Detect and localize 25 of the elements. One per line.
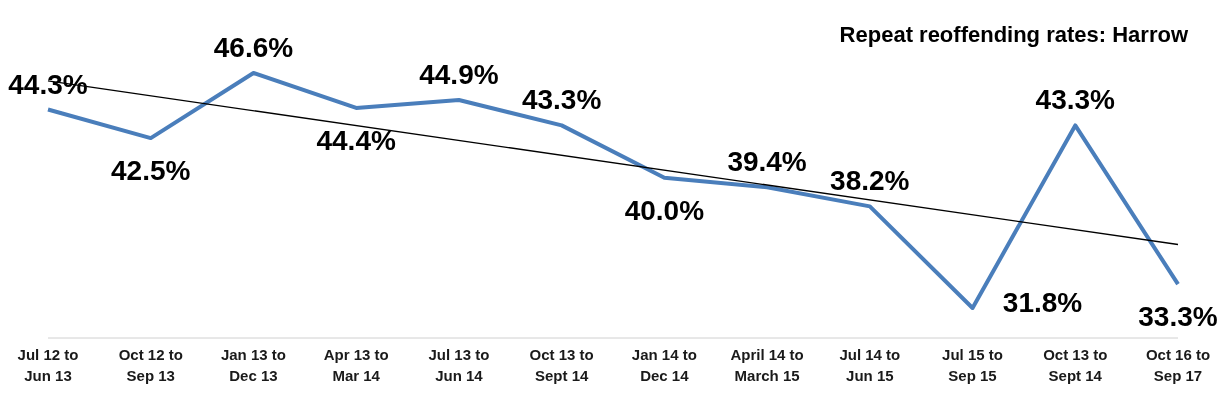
data-label: 40.0% <box>624 194 705 226</box>
x-tick-label: Oct 13 to Sept 14 <box>1043 346 1108 384</box>
data-label: 33.3% <box>1138 301 1218 333</box>
x-tick-label: Jul 12 to Jun 13 <box>17 346 79 384</box>
x-tick-label: Jul 15 to Sep 15 <box>942 346 1003 384</box>
x-tick-label: Oct 13 to Sept 14 <box>529 346 594 384</box>
x-tick-label: Jul 14 to Jun 15 <box>839 346 901 384</box>
data-label: 42.5% <box>111 155 191 187</box>
data-label: 31.8% <box>1002 287 1083 318</box>
x-tick-label: Jan 14 to Dec 14 <box>631 346 697 384</box>
chart-title: Repeat reoffending rates: Harrow <box>839 22 1188 48</box>
data-label: 44.9% <box>419 58 499 90</box>
x-tick-label: Apr 13 to Mar 14 <box>323 346 389 384</box>
x-tick-label: Jul 13 to Jun 14 <box>428 346 490 384</box>
data-label: 38.2% <box>830 165 910 197</box>
x-tick-label: Oct 16 to Sep 17 <box>1145 346 1211 384</box>
data-label: 46.6% <box>213 32 294 63</box>
data-label: 43.3% <box>1035 84 1116 116</box>
x-tick-label: April 14 to March 15 <box>730 346 804 384</box>
data-label: 44.4% <box>316 124 396 156</box>
data-label: 43.3% <box>521 84 602 116</box>
x-tick-label: Jan 13 to Dec 13 <box>220 346 286 384</box>
data-label: 44.3% <box>8 68 88 100</box>
data-label: 39.4% <box>727 146 807 178</box>
x-tick-label: Oct 12 to Sep 13 <box>118 346 183 384</box>
